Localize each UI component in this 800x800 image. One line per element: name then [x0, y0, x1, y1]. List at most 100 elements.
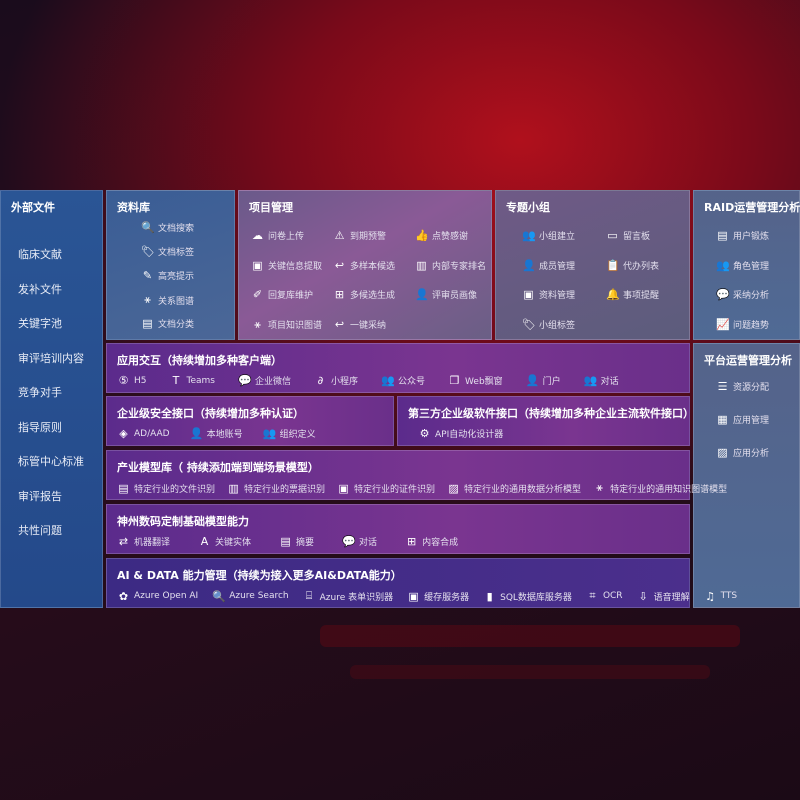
sidebar-item[interactable]: 指导原则	[18, 420, 62, 434]
panel-platform: 平台运营管理分析 ☰ 资源分配 ▦ 应用管理 ▨ 应用分析	[693, 343, 800, 608]
feature-item[interactable]: ▤ 用户锻炼	[716, 229, 769, 242]
org-icon: 👥	[262, 427, 277, 440]
file-icon: ▤	[118, 481, 129, 495]
sidebar-item[interactable]: 竞争对手	[18, 386, 62, 399]
reply-icon: ↩	[334, 258, 345, 272]
feature-label: 留言板	[623, 232, 651, 242]
feature-item[interactable]: 💬 对话	[342, 535, 377, 548]
feature-label: 对话	[600, 377, 619, 387]
feature-item[interactable]: A 关键实体	[198, 535, 251, 548]
feature-item[interactable]: 📋 代办列表	[606, 259, 659, 272]
feature-item[interactable]: ◈ AD/AAD	[117, 427, 170, 440]
feature-item[interactable]: 🏷 小组标签	[522, 318, 575, 331]
folder-icon: ▣	[523, 288, 534, 301]
feature-item[interactable]: ⚙ API自动化设计器	[418, 427, 504, 440]
feature-item[interactable]: ✿ Azure Open AI	[117, 589, 198, 603]
feature-label: Azure Search	[229, 591, 289, 601]
panel-ai-data: AI & DATA 能力管理（持续为接入更多AI&DATA能力） ✿ Azure O…	[106, 558, 737, 608]
feature-item[interactable]: ⇄ 机器翻译	[117, 535, 170, 548]
feature-label: 特定行业的票据识别	[244, 484, 326, 495]
sidebar-item[interactable]: 发补文件	[18, 282, 62, 296]
feature-item[interactable]: 👍 点赞感谢	[415, 229, 468, 242]
feature-item[interactable]: ⌸ Azure 表单识别器	[303, 589, 393, 603]
feature-item[interactable]: ⇩ 语音理解	[637, 589, 689, 603]
feature-item[interactable]: 🔍 文档搜索	[141, 221, 194, 234]
feature-item[interactable]: ▦ 应用管理	[716, 413, 769, 426]
feature-item[interactable]: ▭ 留言板	[606, 229, 650, 242]
feature-item[interactable]: ▣ 资料管理	[522, 288, 575, 301]
feature-item[interactable]: ⚹ 关系图谱	[141, 293, 194, 307]
feature-item[interactable]: ✐ 回复库维护	[251, 288, 313, 301]
feature-item[interactable]: ▮ SQL数据库服务器	[483, 589, 572, 603]
feature-item[interactable]: 👥 公众号	[381, 374, 425, 387]
feature-item[interactable]: ▣ 缓存服务器	[407, 589, 469, 603]
feature-item[interactable]: ⚹ 特定行业的通用知识图谱模型	[593, 481, 727, 495]
receipt-icon: ▥	[228, 481, 239, 495]
feature-item[interactable]: ↩ 多样本候选	[333, 259, 395, 272]
feature-item[interactable]: ❐ Web飘窗	[448, 374, 503, 387]
sidebar-item[interactable]: 标管中心标准	[18, 455, 84, 468]
feature-item[interactable]: ▣ 关键信息提取	[251, 259, 322, 272]
feature-item[interactable]: ☁ 问卷上传	[251, 229, 304, 242]
feature-item[interactable]: ⊞ 内容合成	[405, 535, 458, 548]
feature-item[interactable]: 👥 小组建立	[522, 229, 575, 242]
feature-item[interactable]: ↩ 一键采纳	[333, 318, 386, 331]
feature-item[interactable]: 🏷 文档标签	[141, 245, 194, 258]
feature-item[interactable]: 👥 对话	[584, 374, 619, 387]
feature-item[interactable]: ▣ 特定行业的证件识别	[337, 481, 435, 495]
feature-item[interactable]: T Teams	[170, 374, 215, 387]
cache-icon: ▣	[408, 589, 419, 603]
feature-item[interactable]: ▤ 特定行业的文件识别	[117, 481, 215, 495]
feature-item[interactable]: ✎ 高亮提示	[141, 269, 194, 282]
sidebar-item[interactable]: 审评报告	[18, 489, 62, 503]
panel-thirdparty: 第三方企业级软件接口（持续增加多种企业主流软件接口） ⚙ API自动化设计器	[397, 396, 694, 446]
panel-group: 专题小组 👥 小组建立 ▭ 留言板 👤 成员管理 📋 代办列表 ▣ 资料管理 🔔 事项提醒 🏷 小组标签	[495, 190, 690, 340]
feature-label: 问题趋势	[733, 320, 770, 331]
feature-item[interactable]: ▨ 特定行业的通用数据分析模型	[447, 481, 581, 495]
feature-item[interactable]: ⚠ 到期预警	[333, 229, 386, 242]
feature-label: 资料管理	[539, 291, 576, 301]
feature-item[interactable]: 🔔 事项提醒	[606, 288, 659, 301]
feature-item[interactable]: ▤ 摘要	[279, 535, 314, 548]
feature-item[interactable]: 👤 本地账号	[190, 427, 243, 440]
doc-classify-icon: ▤	[142, 317, 153, 330]
sidebar-item[interactable]: 共性问题	[18, 524, 62, 537]
feature-label: AD/AAD	[134, 428, 170, 439]
feature-item[interactable]: ▨ 应用分析	[716, 446, 769, 459]
feature-label: 事项提醒	[623, 291, 660, 301]
feature-label: 门户	[542, 377, 561, 387]
sidebar-item[interactable]: 关键字池	[18, 317, 62, 330]
mini-program-icon: ∂	[317, 374, 324, 387]
sidebar-item[interactable]: 审评培训内容	[18, 351, 84, 365]
feature-item[interactable]: ▥ 特定行业的票据识别	[227, 481, 325, 495]
feature-label: 小组建立	[539, 232, 576, 242]
feature-label: 用户锻炼	[733, 232, 770, 242]
ocr-icon: ⌗	[589, 589, 596, 602]
feature-item[interactable]: 👥 组织定义	[263, 427, 316, 440]
feature-item[interactable]: ♫ TTS	[704, 589, 737, 603]
feature-item[interactable]: 👤 成员管理	[522, 259, 575, 272]
doc-search-icon: 🔍	[141, 221, 155, 234]
official-account-icon: 👥	[381, 374, 395, 387]
feature-item[interactable]: 💬 采纳分析	[716, 288, 769, 301]
feature-item[interactable]: ▤ 文档分类	[141, 317, 194, 330]
feature-item[interactable]: ∂ 小程序	[314, 374, 358, 387]
feature-item[interactable]: ⊞ 多候选生成	[333, 288, 395, 301]
panel-security: 企业级安全接口（持续增加多种认证） ◈ AD/AAD 👤 本地账号 👥 组织定义	[106, 396, 394, 446]
feature-item[interactable]: ▥ 内部专家排名	[415, 259, 486, 272]
compose-icon: ⊞	[406, 535, 417, 548]
feature-item[interactable]: 📈 问题趋势	[716, 318, 769, 331]
sidebar-item[interactable]: 临床文献	[18, 248, 62, 261]
feature-item[interactable]: 👥 角色管理	[716, 259, 769, 272]
feature-item[interactable]: ⑤ H5	[117, 374, 147, 387]
feature-item[interactable]: ☰ 资源分配	[716, 380, 769, 393]
feature-item[interactable]: 👤 门户	[526, 374, 561, 387]
feature-item[interactable]: ⌗ OCR	[586, 589, 623, 603]
feature-label: 采纳分析	[733, 291, 770, 301]
feature-label: OCR	[602, 591, 623, 601]
feature-item[interactable]: ⚹ 项目知识图谱	[251, 318, 322, 332]
feature-item[interactable]: 💬 企业微信	[238, 374, 291, 387]
feature-item[interactable]: 👤 评审员画像	[415, 288, 477, 301]
feature-label: 问卷上传	[268, 232, 305, 242]
feature-item[interactable]: 🔍 Azure Search	[212, 589, 288, 603]
